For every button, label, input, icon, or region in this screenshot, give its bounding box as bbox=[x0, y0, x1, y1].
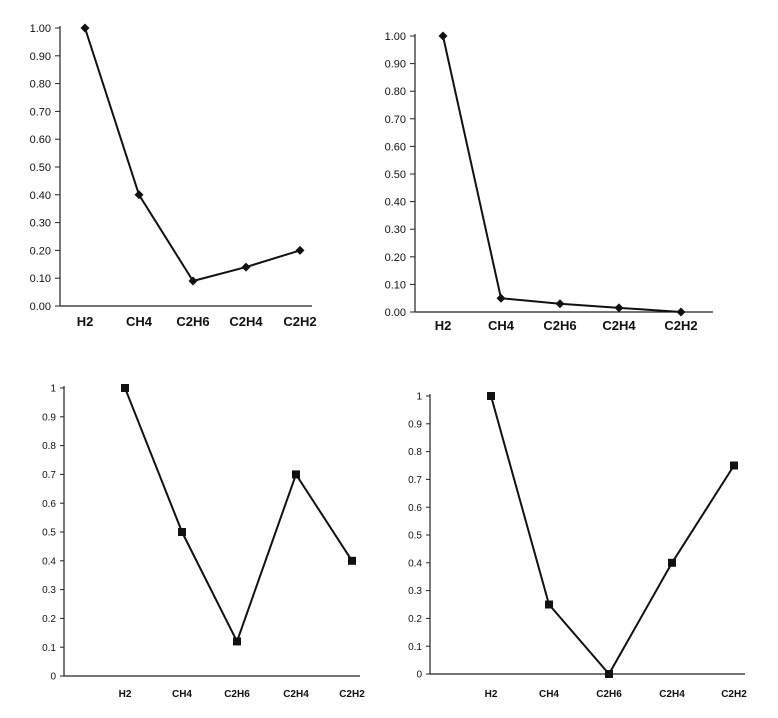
x-category-label: C2H4 bbox=[283, 689, 309, 700]
y-tick-label: 0 bbox=[416, 670, 422, 681]
x-category-label: CH4 bbox=[488, 318, 515, 333]
data-point bbox=[121, 384, 129, 392]
data-point bbox=[614, 303, 624, 313]
x-category-label: H2 bbox=[435, 318, 452, 333]
x-category-label: C2H6 bbox=[543, 318, 576, 333]
y-tick-label: 0.70 bbox=[30, 106, 51, 118]
series-line bbox=[490, 395, 735, 675]
x-category-label: C2H4 bbox=[229, 314, 263, 329]
y-tick-label: 0.30 bbox=[30, 218, 51, 230]
y-tick-label: 0.50 bbox=[30, 162, 51, 174]
y-tick-label: 0.00 bbox=[30, 301, 51, 313]
chart-2: 0.00 0.10 0.20 0.30 0.40 0.50 0.60 0.70 0.80 0.90… bbox=[385, 31, 713, 333]
x-category-label: H2 bbox=[119, 689, 132, 700]
y-tick-label: 0.9 bbox=[408, 419, 422, 430]
x-category-label: C2H4 bbox=[659, 689, 685, 700]
chart-1: 0.00 0.10 0.20 0.30 0.40 0.50 0.60 0.70 0.80 0.90… bbox=[30, 23, 317, 329]
y-tick-label: 0.30 bbox=[385, 224, 406, 236]
data-point bbox=[730, 461, 738, 470]
chart-3: 0 0.1 0.2 0.3 0.4 0.5 0.6 0.7 0.8 0.9 1 H2 CH4 C2H6 C2… bbox=[42, 384, 365, 700]
y-tick-label: 0.10 bbox=[385, 279, 406, 291]
x-category-label: CH4 bbox=[172, 689, 192, 700]
x-category-label: C2H2 bbox=[664, 318, 697, 333]
y-tick-label: 0.2 bbox=[408, 614, 422, 625]
data-point bbox=[605, 670, 613, 678]
chart-4: 0 0.1 0.2 0.3 0.4 0.5 0.6 0.7 0.8 0.9 1 H2 CH4 C2H6 C2… bbox=[408, 392, 747, 700]
data-point bbox=[292, 470, 300, 479]
data-point bbox=[241, 262, 251, 272]
data-point bbox=[295, 245, 305, 255]
y-tick-label: 0.70 bbox=[385, 114, 406, 126]
series-line bbox=[84, 27, 301, 282]
y-tick-label: 0.4 bbox=[408, 558, 422, 569]
y-tick-label: 0.80 bbox=[385, 86, 406, 98]
x-category-label: H2 bbox=[485, 689, 498, 700]
y-tick-label: 0.00 bbox=[385, 307, 406, 319]
x-category-label: H2 bbox=[77, 314, 94, 329]
y-tick-label: 0.20 bbox=[30, 245, 51, 257]
data-point bbox=[668, 558, 676, 567]
y-tick-label: 0.8 bbox=[408, 447, 422, 458]
series-line bbox=[442, 35, 682, 313]
x-category-label: CH4 bbox=[539, 689, 559, 700]
y-tick-label: 1.00 bbox=[385, 31, 406, 43]
data-point bbox=[134, 190, 144, 200]
x-category-label: CH4 bbox=[126, 314, 153, 329]
y-tick-label: 0.10 bbox=[30, 273, 51, 285]
data-point bbox=[545, 600, 553, 609]
y-tick-label: 0.3 bbox=[408, 586, 422, 597]
series-line bbox=[124, 387, 353, 643]
y-tick-label: 0.6 bbox=[42, 499, 56, 510]
y-tick-label: 0.50 bbox=[385, 169, 406, 181]
y-tick-label: 0.6 bbox=[408, 503, 422, 514]
data-point bbox=[233, 637, 241, 646]
y-tick-label: 0.5 bbox=[408, 531, 422, 542]
y-tick-label: 0.80 bbox=[30, 79, 51, 91]
data-point bbox=[676, 307, 686, 317]
y-tick-label: 0.8 bbox=[42, 441, 56, 452]
data-point bbox=[348, 556, 356, 565]
y-tick-label: 0.60 bbox=[385, 141, 406, 153]
y-tick-label: 0.7 bbox=[42, 470, 56, 481]
y-tick-label: 0.7 bbox=[408, 475, 422, 486]
y-tick-label: 1.00 bbox=[30, 23, 51, 35]
x-category-label: C2H4 bbox=[602, 318, 636, 333]
data-point bbox=[496, 293, 506, 303]
data-point bbox=[178, 528, 186, 536]
y-tick-label: 0 bbox=[50, 672, 56, 683]
data-point bbox=[438, 31, 448, 41]
y-tick-label: 0.3 bbox=[42, 585, 56, 596]
y-tick-label: 0.90 bbox=[30, 51, 51, 63]
y-tick-label: 0.2 bbox=[42, 614, 56, 625]
data-point bbox=[80, 23, 90, 33]
x-category-label: C2H2 bbox=[283, 314, 316, 329]
data-point bbox=[555, 299, 565, 309]
y-tick-label: 1 bbox=[416, 392, 422, 403]
y-tick-label: 0.20 bbox=[385, 252, 406, 264]
y-tick-label: 0.5 bbox=[42, 528, 56, 539]
x-category-label: C2H2 bbox=[339, 689, 365, 700]
y-tick-label: 0.40 bbox=[385, 197, 406, 209]
y-tick-label: 0.90 bbox=[385, 59, 406, 71]
y-tick-label: 0.9 bbox=[42, 412, 56, 423]
y-tick-label: 0.1 bbox=[42, 643, 56, 654]
data-point bbox=[487, 392, 495, 400]
x-category-label: C2H6 bbox=[176, 314, 209, 329]
x-category-label: C2H6 bbox=[224, 689, 250, 700]
y-tick-label: 0.60 bbox=[30, 134, 51, 146]
y-tick-label: 0.4 bbox=[42, 556, 56, 567]
y-tick-label: 1 bbox=[50, 384, 56, 395]
x-category-label: C2H2 bbox=[721, 689, 747, 700]
data-point bbox=[188, 276, 198, 286]
y-tick-label: 0.40 bbox=[30, 190, 51, 202]
y-tick-label: 0.1 bbox=[408, 642, 422, 653]
x-category-label: C2H6 bbox=[596, 689, 622, 700]
